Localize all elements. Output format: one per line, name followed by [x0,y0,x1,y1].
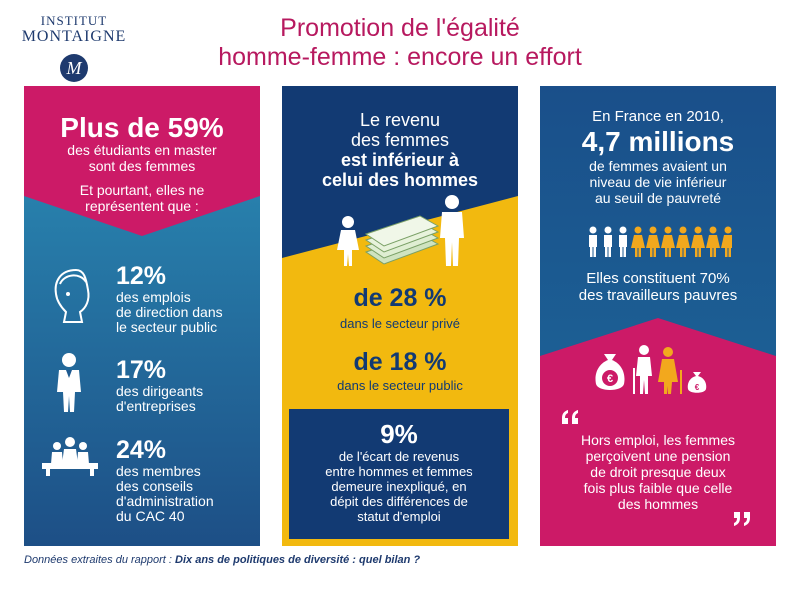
stat-line: des dirigeants [116,383,204,399]
income-heading-line3: est inférieur à [340,150,460,170]
stat-public-sector: 12% des emplois de direction dans le sec… [116,262,256,335]
woman-figure-icon [337,216,359,266]
headline-sub-line1: des étudiants en master [67,142,217,158]
private-sector-gap: de 28 % [353,284,447,312]
population-figures-icon [589,226,732,257]
stat-line: du CAC 40 [116,508,185,524]
businesswoman-icon [57,353,81,412]
unexplained-gap-box: 9% de l'écart de revenus entre hommes et… [286,406,512,542]
public-sector-label: dans le secteur public [337,378,463,393]
box-line: statut d'emploi [357,509,441,524]
page-title: Promotion de l'égalité homme-femme : enc… [150,14,650,72]
stat-line: des emplois [116,289,191,305]
intro-line2: représentent que : [85,198,199,214]
banknote-stack-icon [364,215,440,265]
education-panel: Plus de 59% des étudiants en master sont… [24,86,260,546]
stat-line: des conseils [116,478,194,494]
box-line: demeure inexpliqué, en [331,479,467,494]
source-footer: Données extraites du rapport : Dix ans d… [24,554,420,566]
stat-line: des membres [116,463,201,479]
stat-line: le secteur public [116,319,218,335]
title-line1: Promotion de l'égalité [280,14,520,42]
quote-line: perçoivent une pension [585,448,731,464]
income-heading-line1: Le revenu [359,110,441,130]
stat-line: de direction dans [116,304,223,320]
small-money-bag-icon: € [687,372,707,393]
man-figure-icon [440,195,464,266]
working-poor-line2: des travailleurs pauvres [578,287,738,304]
stat-line: d'administration [116,493,214,509]
svg-text:€: € [695,383,700,392]
svg-text:€: € [607,373,613,385]
unexplained-gap-pct: 9% [380,419,418,449]
headline: Plus de 59% [60,112,224,143]
close-quote-icon [734,512,750,526]
poverty-intro: En France en 2010, [592,108,724,125]
stat-pct: 17% [116,356,167,384]
income-heading-line2: des femmes [350,130,450,150]
poverty-headline: 4,7 millions [581,126,735,157]
intro-text: Et pourtant, elles ne représentent que : [24,182,260,214]
box-line: dépit des différences de [330,494,468,509]
footer-prefix: Données extraites du rapport : [24,554,176,566]
stat-line: d'entreprises [116,398,196,414]
logo-mark-icon: M [60,54,88,82]
box-line: de l'écart de revenus [338,449,460,464]
logo-line2: MONTAIGNE [21,28,127,45]
income-heading: Le revenu des femmes est inférieur à cel… [282,110,518,190]
public-sector-gap: de 18 % [353,348,447,376]
private-sector-label: dans le secteur privé [340,316,460,331]
income-gap-illustration-icon [337,195,464,266]
woman-profile-icon [54,268,90,323]
pension-quote: Hors emploi, les femmes perçoivent une p… [540,432,776,512]
logo-line1: INSTITUT [40,13,108,28]
open-quote-icon [562,410,578,424]
headline-sub-line2: sont des femmes [88,158,196,174]
footer-report-title: Dix ans de politiques de diversité : que… [175,554,421,566]
title-line2: homme-femme : encore un effort [218,43,582,71]
quote-line: de droit presque deux [590,464,726,480]
headline-sub: des étudiants en master sont des femmes [24,142,260,174]
large-money-bag-icon: € [595,354,625,390]
stat-cac40-boards: 24% des membres des conseils d'administr… [116,436,256,524]
poverty-line: niveau de vie inférieur [589,174,727,190]
unexplained-gap-text: de l'écart de revenus entre hommes et fe… [289,449,509,524]
quote-line: fois plus faible que celle [583,480,733,496]
panel-background [24,86,260,546]
working-poor-line1: Elles constituent 70% [586,270,730,287]
stat-pct: 12% [116,262,167,290]
income-panel: Le revenu des femmes est inférieur à cel… [282,86,518,546]
income-heading-line4: celui des hommes [321,170,479,190]
elderly-man-icon [633,345,652,394]
elderly-woman-icon [658,347,682,394]
working-poor-text: Elles constituent 70% des travailleurs p… [540,270,776,304]
poverty-line: de femmes avaient un [589,158,727,174]
stat-business-leaders: 17% des dirigeants d'entreprises [116,356,256,414]
institut-montaigne-logo: INSTITUT MONTAIGNE M [14,14,134,82]
poverty-panel: En France en 2010, 4,7 millions de femme… [540,86,776,546]
poverty-text: de femmes avaient un niveau de vie infér… [540,158,776,206]
boardroom-icon [42,437,98,476]
quote-line: des hommes [617,496,699,512]
quote-line: Hors emploi, les femmes [580,432,736,448]
pension-illustration-icon: € € [595,345,707,394]
intro-line1: Et pourtant, elles ne [79,182,205,198]
stat-pct: 24% [116,436,167,464]
box-line: entre hommes et femmes [325,464,473,479]
poverty-line: au seuil de pauvreté [594,190,722,206]
